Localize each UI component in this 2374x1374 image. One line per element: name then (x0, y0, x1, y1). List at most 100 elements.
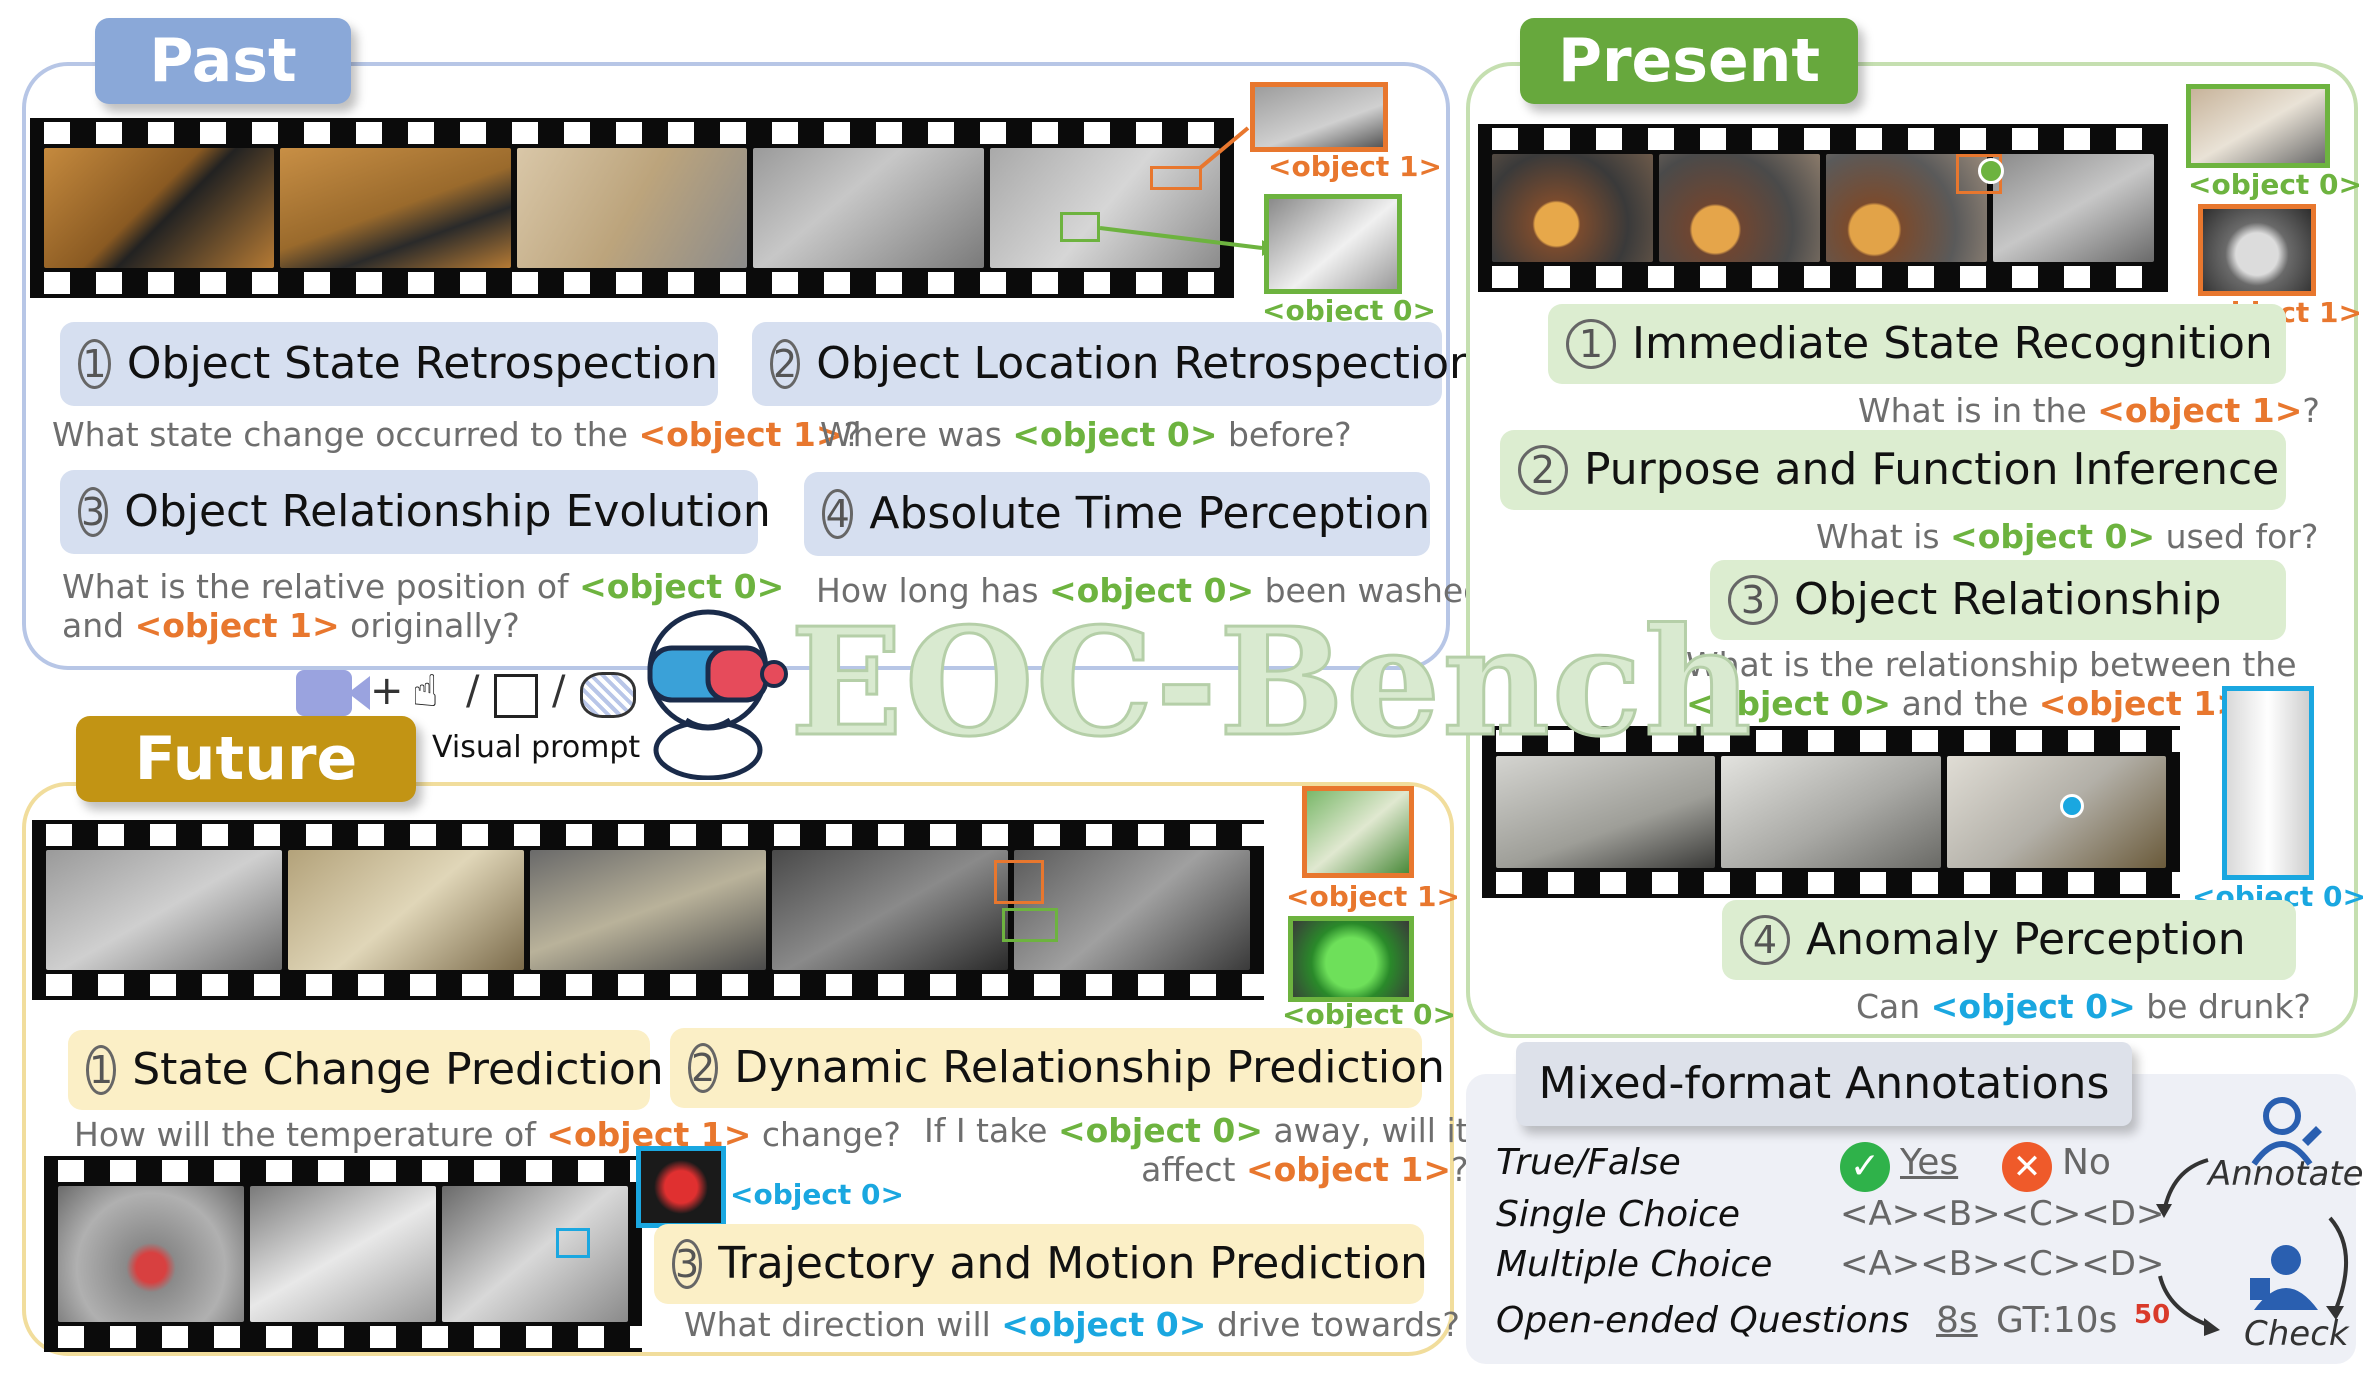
past-filmstrip (30, 118, 1234, 298)
task-number: 1 (1566, 319, 1616, 369)
video-frame (44, 148, 275, 268)
video-frame (46, 850, 282, 970)
object1-marker (1150, 166, 1202, 190)
task-label: Trajectory and Motion Prediction (718, 1238, 1428, 1289)
present-question-3: What is the relationship between the <ob… (1686, 645, 2297, 723)
video-frame (1721, 756, 1941, 868)
mixed-format-title: Mixed-format Annotations (1516, 1042, 2132, 1126)
row-open-ended: Open-ended Questions (1496, 1300, 1910, 1341)
task-number: 2 (770, 339, 801, 389)
object1-label: <object 1> (1268, 150, 1443, 183)
video-frame (1659, 154, 1820, 262)
future-question-1: How will the temperature of <object 1> c… (74, 1115, 901, 1154)
task-label: State Change Prediction (132, 1044, 664, 1095)
present-tab: Present (1520, 18, 1858, 104)
task-number: 3 (1728, 575, 1778, 625)
present-task-1: 1 Immediate State Recognition (1548, 304, 2286, 384)
annotate-check-cycle-arrows (2156, 1158, 2349, 1336)
present-filmstrip-2 (1482, 726, 2180, 898)
video-frame (1946, 756, 2166, 868)
row-true-false: True/False (1496, 1142, 1681, 1183)
future-task-3: 3 Trajectory and Motion Prediction (654, 1224, 1428, 1304)
present-question-2: What is <object 0> used for? (1816, 517, 2319, 556)
annotate-label: Annotate (2208, 1154, 2364, 1194)
visual-prompt-label: Visual prompt (432, 730, 641, 765)
present-question-1: What is in the <object 1>? (1858, 391, 2320, 430)
past-task-4: 4 Absolute Time Perception (804, 472, 1430, 556)
object0-crop (636, 1146, 726, 1228)
future-filmstrip-1 (32, 820, 1264, 1000)
video-frame (772, 850, 1008, 970)
object0-crop (1288, 916, 1414, 1002)
future-task-1: 1 State Change Prediction (68, 1030, 664, 1110)
task-number: 1 (86, 1045, 117, 1095)
video-frame (442, 1186, 628, 1322)
future-task-2: 2 Dynamic Relationship Prediction (670, 1028, 1445, 1108)
object0-label: <object 0> (1282, 998, 1457, 1031)
object1-marker (994, 860, 1044, 904)
object0-label: <object 0> (1262, 294, 1437, 327)
check-person-icon (2250, 1245, 2318, 1310)
box-icon (494, 674, 538, 718)
check-label: Check (2244, 1314, 2349, 1354)
video-frame (280, 148, 511, 268)
object0-label: <object 0> (730, 1178, 905, 1211)
object0-marker (1002, 908, 1058, 942)
task-label: Absolute Time Perception (869, 488, 1430, 539)
object0-point-marker (2060, 794, 2084, 818)
present-filmstrip-1 (1478, 124, 2168, 292)
slash-separator: / (552, 668, 566, 714)
open-ended-ground-truth: GT:10s (1996, 1300, 2118, 1341)
video-frame (530, 850, 766, 970)
multiple-choice-options: <A><B><C><D> (1840, 1244, 2165, 1284)
video-frame (250, 1186, 436, 1322)
task-label: Dynamic Relationship Prediction (734, 1042, 1445, 1093)
plus-sign: + (370, 668, 404, 714)
video-frame (58, 1186, 244, 1322)
task-number: 3 (78, 487, 109, 537)
past-tab: Past (95, 18, 351, 104)
video-frame (1993, 154, 2154, 262)
object1-crop (1302, 786, 1414, 878)
video-frame (516, 148, 748, 268)
present-question-4: Can <object 0> be drunk? (1856, 987, 2311, 1026)
task-number: 4 (1740, 915, 1790, 965)
slash-separator: / (466, 668, 480, 714)
object0-marker (556, 1228, 590, 1258)
mask-icon (580, 672, 636, 718)
no-option: No (2062, 1142, 2111, 1183)
object1-crop (2198, 204, 2316, 296)
object0-marker (1060, 212, 1100, 242)
present-task-3: 3 Object Relationship (1710, 560, 2286, 640)
video-frame (1826, 154, 1987, 262)
row-multiple-choice: Multiple Choice (1496, 1244, 1773, 1285)
object0-crop (2186, 84, 2330, 168)
object1-label: <object 1> (1286, 880, 1461, 913)
past-question-4: How long has <object 0> been washed? (816, 571, 1502, 610)
task-label: Anomaly Perception (1806, 914, 2246, 965)
task-label: Purpose and Function Inference (1584, 444, 2280, 495)
object1-crop (1250, 82, 1388, 152)
past-question-2: Where was <object 0> before? (820, 415, 1352, 454)
past-question-3: What is the relative position of <object… (62, 567, 785, 645)
task-label: Object State Retrospection (126, 338, 718, 389)
past-question-1: What state change occurred to the <objec… (52, 415, 862, 454)
annotate-person-icon (2251, 1097, 2322, 1166)
video-frame (288, 850, 524, 970)
task-number: 3 (672, 1239, 703, 1289)
past-task-3: 3 Object Relationship Evolution (60, 470, 771, 554)
single-choice-options: <A><B><C><D> (1840, 1194, 2165, 1234)
check-mark-icon: ✓ (1840, 1142, 1890, 1192)
video-icon-lens (348, 676, 370, 710)
open-ended-prediction: 8s (1936, 1300, 1978, 1341)
row-single-choice: Single Choice (1496, 1194, 1741, 1235)
object0-point-marker (1978, 158, 2004, 184)
past-task-1: 1 Object State Retrospection (60, 322, 718, 406)
cross-mark-icon: ✕ (2002, 1142, 2052, 1192)
task-label: Object Relationship Evolution (124, 486, 771, 537)
task-number: 2 (1518, 445, 1568, 495)
future-tab: Future (76, 716, 416, 802)
yes-option: Yes (1900, 1142, 1959, 1183)
task-label: Object Relationship (1794, 574, 2222, 625)
score-mark: 50 (2134, 1300, 2171, 1330)
